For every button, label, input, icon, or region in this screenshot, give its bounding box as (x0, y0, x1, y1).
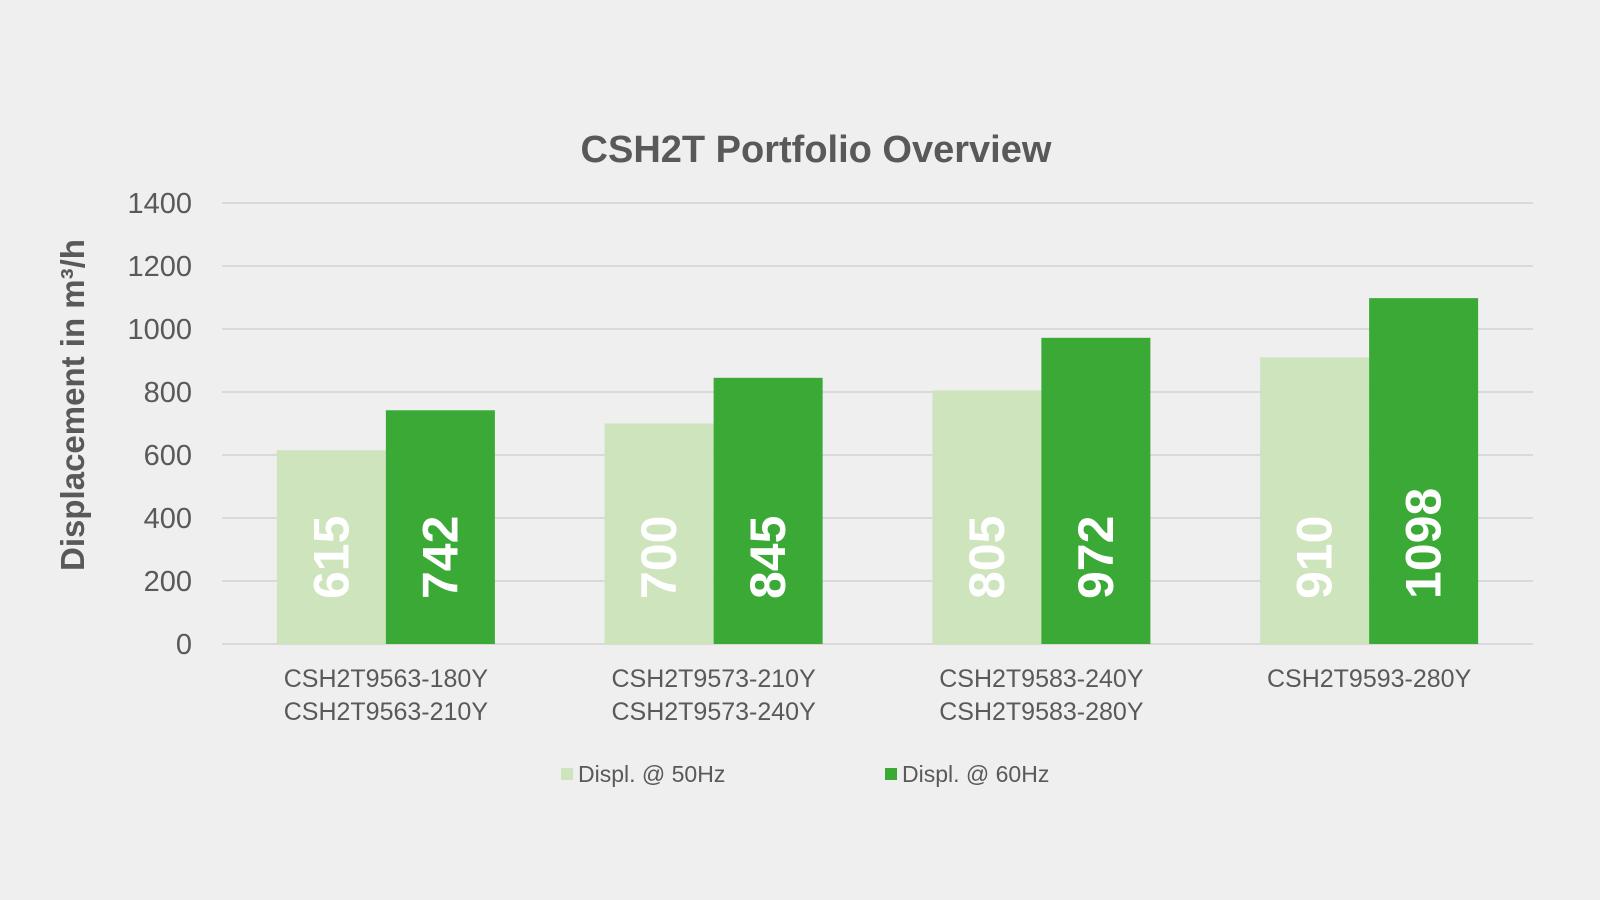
chart-title: CSH2T Portfolio Overview (581, 129, 1052, 171)
legend-swatch (885, 768, 897, 780)
bar-60hz (1041, 337, 1151, 644)
bar-50hz (276, 450, 386, 644)
x-tick-label: CSH2T9583-240Y (939, 665, 1144, 693)
data-label: 972 (1068, 516, 1124, 599)
y-tick-label: 600 (144, 440, 192, 472)
x-tick-label: CSH2T9573-210Y (611, 665, 816, 693)
legend-item-50hz: Displ. @ 50Hz (561, 761, 725, 787)
y-tick-label: 0 (176, 629, 192, 661)
x-tick-label: CSH2T9583-280Y (939, 698, 1144, 726)
bar-60hz (1369, 298, 1479, 644)
bar-60hz (713, 377, 823, 644)
y-tick-label: 200 (144, 566, 192, 598)
data-label: 845 (740, 516, 796, 599)
y-tick-label: 1200 (127, 251, 192, 283)
data-label: 742 (412, 516, 468, 599)
x-tick-label: CSH2T9563-180Y (284, 665, 489, 693)
x-tick-label: CSH2T9573-240Y (611, 698, 816, 726)
legend-label: Displ. @ 50Hz (578, 761, 725, 787)
data-label: 805 (959, 516, 1015, 599)
x-tick-label: CSH2T9593-280Y (1267, 665, 1472, 693)
data-label: 910 (1287, 516, 1343, 599)
legend-swatch (561, 768, 573, 780)
y-tick-label: 1000 (127, 314, 192, 346)
data-label: 1098 (1396, 488, 1452, 599)
data-label: 700 (631, 516, 687, 599)
bar-60hz (385, 410, 495, 644)
data-label: 615 (303, 516, 359, 599)
bar-50hz (1260, 357, 1370, 644)
y-tick-label: 800 (144, 377, 192, 409)
legend-item-60hz: Displ. @ 60Hz (885, 761, 1049, 787)
x-tick-label: CSH2T9563-210Y (284, 698, 489, 726)
y-tick-label: 400 (144, 503, 192, 535)
y-tick-label: 1400 (127, 188, 192, 220)
bar-50hz (604, 423, 714, 644)
legend-label: Displ. @ 60Hz (902, 761, 1049, 787)
bar-50hz (932, 390, 1042, 644)
y-axis-label: Displacement in m³/h (54, 239, 91, 571)
